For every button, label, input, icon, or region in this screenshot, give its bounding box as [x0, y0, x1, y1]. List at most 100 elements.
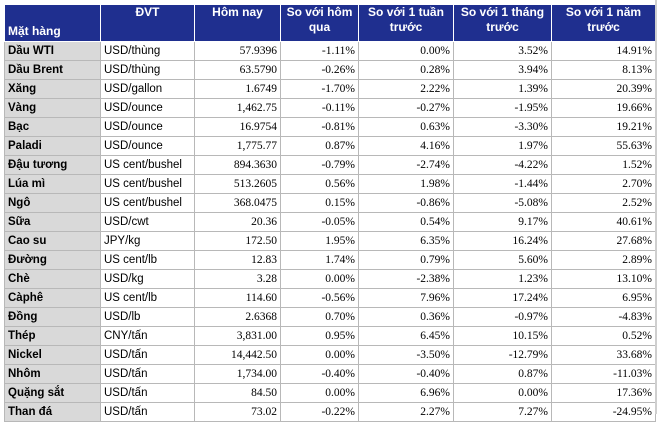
table-row: Ngô US cent/bushel 368.0475 0.15% -0.86% -5.0… — [4, 193, 656, 213]
commodity-name-cell: Vàng — [4, 98, 101, 118]
table-body: Dầu WTI USD/thùng 57.9396 -1.11% 0.00% 3.52% 1… — [4, 41, 656, 422]
unit-cell: USD/tấn — [100, 364, 195, 384]
change-vs-month-cell: -3.30% — [453, 117, 552, 137]
change-vs-week-cell: -2.74% — [358, 155, 454, 175]
commodity-name-cell: Nickel — [4, 345, 101, 365]
commodity-name-cell: Càphê — [4, 288, 101, 308]
change-vs-year-cell: 17.36% — [551, 383, 656, 403]
table-row: Đường US cent/lb 12.83 1.74% 0.79% 5.60% 2.89% — [4, 250, 656, 270]
price-today-cell: 14,442.50 — [194, 345, 281, 365]
header-today: Hôm nay — [194, 4, 281, 42]
table-row: Dầu WTI USD/thùng 57.9396 -1.11% 0.00% 3.52% 1… — [4, 41, 656, 61]
table-row: Nickel USD/tấn 14,442.50 0.00% -3.50% -12.79%… — [4, 345, 656, 365]
unit-cell: JPY/kg — [100, 231, 195, 251]
change-vs-month-cell: 1.39% — [453, 79, 552, 99]
unit-cell: US cent/bushel — [100, 155, 195, 175]
change-vs-week-cell: 0.00% — [358, 41, 454, 61]
commodity-name-cell: Paladi — [4, 136, 101, 156]
price-today-cell: 172.50 — [194, 231, 281, 251]
commodity-name-cell: Dầu WTI — [4, 41, 101, 61]
change-vs-yesterday-cell: 0.15% — [280, 193, 359, 213]
price-today-cell: 513.2605 — [194, 174, 281, 194]
commodity-price-table: Mặt hàng ĐVT Hôm nay So với hôm qua So v… — [4, 4, 656, 422]
change-vs-yesterday-cell: -0.79% — [280, 155, 359, 175]
table-row: Cao su JPY/kg 172.50 1.95% 6.35% 16.24% 27.68% — [4, 231, 656, 251]
unit-cell: US cent/bushel — [100, 193, 195, 213]
price-today-cell: 63.5790 — [194, 60, 281, 80]
price-today-cell: 1.6749 — [194, 79, 281, 99]
change-vs-yesterday-cell: 0.95% — [280, 326, 359, 346]
change-vs-yesterday-cell: -0.56% — [280, 288, 359, 308]
change-vs-yesterday-cell: 1.95% — [280, 231, 359, 251]
price-today-cell: 3,831.00 — [194, 326, 281, 346]
commodity-name-cell: Bạc — [4, 117, 101, 137]
change-vs-month-cell: 3.94% — [453, 60, 552, 80]
change-vs-year-cell: 2.89% — [551, 250, 656, 270]
price-today-cell: 894.3630 — [194, 155, 281, 175]
change-vs-week-cell: -0.86% — [358, 193, 454, 213]
price-today-cell: 12.83 — [194, 250, 281, 270]
commodity-name-cell: Đậu tương — [4, 155, 101, 175]
price-today-cell: 57.9396 — [194, 41, 281, 61]
change-vs-week-cell: -0.27% — [358, 98, 454, 118]
change-vs-month-cell: 17.24% — [453, 288, 552, 308]
table-row: Bạc USD/ounce 16.9754 -0.81% 0.63% -3.30% 19.2… — [4, 117, 656, 137]
cropped-top-strip — [0, 0, 657, 5]
change-vs-year-cell: 6.95% — [551, 288, 656, 308]
change-vs-month-cell: 9.17% — [453, 212, 552, 232]
commodity-name-cell: Đồng — [4, 307, 101, 327]
change-vs-month-cell: -5.08% — [453, 193, 552, 213]
unit-cell: USD/thùng — [100, 41, 195, 61]
change-vs-yesterday-cell: -0.40% — [280, 364, 359, 384]
unit-cell: USD/cwt — [100, 212, 195, 232]
commodity-name-cell: Nhôm — [4, 364, 101, 384]
change-vs-yesterday-cell: 0.70% — [280, 307, 359, 327]
table-row: Lúa mì US cent/bushel 513.2605 0.56% 1.98% -1… — [4, 174, 656, 194]
commodity-name-cell: Quặng sắt — [4, 383, 101, 403]
table-row: Sữa USD/cwt 20.36 -0.05% 0.54% 9.17% 40.61% — [4, 212, 656, 232]
commodity-name-cell: Đường — [4, 250, 101, 270]
table-row: Than đá USD/tấn 73.02 -0.22% 2.27% 7.27% -24.9… — [4, 402, 656, 422]
change-vs-week-cell: -2.38% — [358, 269, 454, 289]
change-vs-month-cell: 1.97% — [453, 136, 552, 156]
change-vs-week-cell: 2.27% — [358, 402, 454, 422]
unit-cell: USD/tấn — [100, 402, 195, 422]
change-vs-yesterday-cell: 0.00% — [280, 269, 359, 289]
price-today-cell: 1,462.75 — [194, 98, 281, 118]
change-vs-yesterday-cell: -1.11% — [280, 41, 359, 61]
window-edge — [655, 0, 657, 414]
header-row: Mặt hàng ĐVT Hôm nay So với hôm qua So v… — [4, 4, 656, 42]
change-vs-month-cell: 3.52% — [453, 41, 552, 61]
change-vs-year-cell: 19.66% — [551, 98, 656, 118]
change-vs-year-cell: -24.95% — [551, 402, 656, 422]
table-row: Quặng sắt USD/tấn 84.50 0.00% 6.96% 0.00% 17.3… — [4, 383, 656, 403]
change-vs-year-cell: 13.10% — [551, 269, 656, 289]
table-row: Xăng USD/gallon 1.6749 -1.70% 2.22% 1.39% 20.3… — [4, 79, 656, 99]
unit-cell: USD/tấn — [100, 383, 195, 403]
unit-cell: US cent/lb — [100, 288, 195, 308]
header-vs-year: So với 1 năm trước — [551, 4, 656, 42]
header-vs-yesterday: So với hôm qua — [280, 4, 359, 42]
change-vs-month-cell: 5.60% — [453, 250, 552, 270]
change-vs-week-cell: 0.28% — [358, 60, 454, 80]
header-vs-week: So với 1 tuần trước — [358, 4, 454, 42]
change-vs-year-cell: 33.68% — [551, 345, 656, 365]
change-vs-week-cell: 2.22% — [358, 79, 454, 99]
change-vs-week-cell: 0.79% — [358, 250, 454, 270]
change-vs-week-cell: 7.96% — [358, 288, 454, 308]
change-vs-year-cell: 2.52% — [551, 193, 656, 213]
unit-cell: USD/thùng — [100, 60, 195, 80]
change-vs-yesterday-cell: 0.00% — [280, 345, 359, 365]
change-vs-yesterday-cell: 1.74% — [280, 250, 359, 270]
change-vs-yesterday-cell: -0.26% — [280, 60, 359, 80]
change-vs-yesterday-cell: 0.56% — [280, 174, 359, 194]
price-today-cell: 1,775.77 — [194, 136, 281, 156]
table-row: Nhôm USD/tấn 1,734.00 -0.40% -0.40% 0.87% -11.… — [4, 364, 656, 384]
unit-cell: CNY/tấn — [100, 326, 195, 346]
price-today-cell: 368.0475 — [194, 193, 281, 213]
change-vs-year-cell: -4.83% — [551, 307, 656, 327]
table-row: Chè USD/kg 3.28 0.00% -2.38% 1.23% 13.10% — [4, 269, 656, 289]
unit-cell: USD/ounce — [100, 117, 195, 137]
table-row: Càphê US cent/lb 114.60 -0.56% 7.96% 17.24% 6.… — [4, 288, 656, 308]
unit-cell: USD/ounce — [100, 98, 195, 118]
